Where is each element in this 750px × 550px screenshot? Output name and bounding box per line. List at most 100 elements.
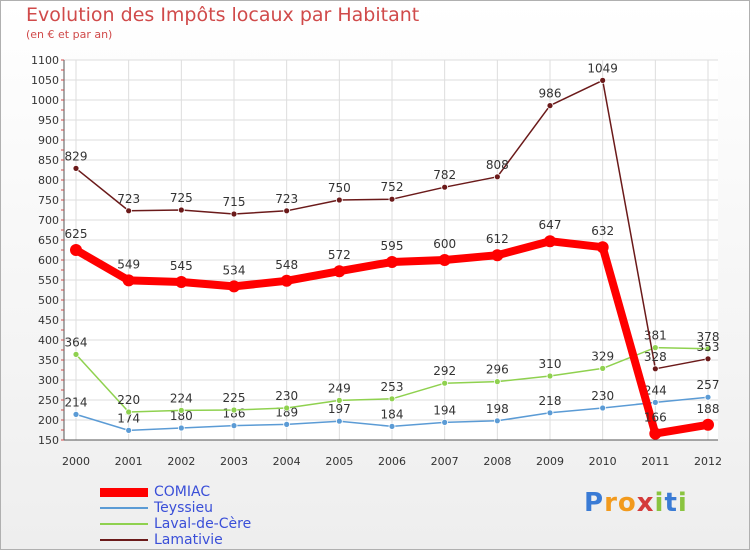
data-label: 808 bbox=[486, 158, 509, 172]
data-point bbox=[649, 427, 662, 440]
data-point bbox=[651, 344, 659, 352]
y-tick-label: 1100 bbox=[31, 54, 59, 67]
data-point bbox=[702, 418, 714, 431]
y-tick-label: 650 bbox=[38, 234, 59, 247]
data-label: 230 bbox=[591, 389, 614, 403]
data-point bbox=[491, 249, 504, 262]
data-point bbox=[599, 404, 607, 412]
data-label: 180 bbox=[170, 409, 193, 423]
y-tick-label: 800 bbox=[38, 174, 59, 187]
data-point bbox=[493, 417, 501, 425]
data-point bbox=[544, 235, 556, 248]
y-tick-label: 1050 bbox=[31, 74, 59, 87]
data-label: 249 bbox=[328, 381, 351, 395]
data-point bbox=[546, 372, 554, 380]
data-point bbox=[599, 364, 607, 372]
y-tick-label: 200 bbox=[38, 414, 59, 427]
data-point bbox=[228, 280, 240, 293]
y-tick-label: 450 bbox=[38, 314, 59, 327]
data-point bbox=[72, 350, 80, 358]
data-label: 725 bbox=[170, 191, 193, 205]
y-tick-label: 350 bbox=[38, 354, 59, 367]
data-label: 197 bbox=[328, 402, 351, 416]
data-label: 750 bbox=[328, 181, 351, 195]
data-point bbox=[230, 406, 238, 414]
logo-letter: t bbox=[664, 488, 678, 518]
data-label: 1049 bbox=[587, 61, 618, 75]
logo-letter: P bbox=[584, 488, 605, 518]
data-point bbox=[230, 422, 238, 430]
data-point bbox=[388, 395, 396, 403]
data-label: 549 bbox=[117, 257, 140, 271]
logo-letter: i bbox=[654, 488, 665, 518]
data-point bbox=[230, 210, 238, 218]
data-point bbox=[651, 365, 659, 373]
y-tick-label: 250 bbox=[38, 394, 59, 407]
chart-subtitle: (en € et par an) bbox=[26, 28, 113, 41]
data-label: 329 bbox=[591, 349, 614, 363]
data-point bbox=[546, 102, 554, 109]
data-label: 723 bbox=[275, 192, 298, 206]
data-label: 364 bbox=[65, 335, 88, 349]
data-label: 381 bbox=[644, 329, 667, 343]
data-point bbox=[704, 345, 712, 353]
x-tick-label: 2000 bbox=[62, 455, 90, 468]
data-point bbox=[175, 276, 188, 288]
x-tick-label: 2007 bbox=[431, 455, 459, 468]
data-label: 545 bbox=[170, 259, 193, 273]
x-tick-label: 2002 bbox=[167, 455, 195, 468]
data-point bbox=[333, 265, 346, 278]
data-label: 174 bbox=[117, 411, 140, 425]
data-label: 782 bbox=[433, 168, 456, 182]
data-label: 253 bbox=[381, 380, 404, 394]
x-tick-label: 2009 bbox=[536, 455, 564, 468]
x-tick-label: 2005 bbox=[325, 455, 353, 468]
data-label: 632 bbox=[591, 224, 614, 238]
data-label: 986 bbox=[539, 87, 562, 101]
data-label: 244 bbox=[644, 383, 667, 397]
legend-label: Teyssieu bbox=[154, 500, 214, 516]
data-label: 230 bbox=[275, 389, 298, 403]
data-label: 220 bbox=[117, 393, 140, 407]
data-label: 647 bbox=[539, 218, 562, 232]
data-point bbox=[283, 420, 291, 428]
x-tick-label: 2012 bbox=[694, 455, 722, 468]
data-point bbox=[125, 408, 133, 416]
legend-label: Lamativie bbox=[154, 532, 223, 548]
data-label: 225 bbox=[223, 391, 246, 405]
data-point bbox=[72, 164, 80, 172]
legend-swatch bbox=[100, 487, 148, 497]
data-point bbox=[599, 77, 607, 84]
data-point bbox=[177, 406, 185, 414]
x-tick-label: 2011 bbox=[641, 455, 669, 468]
logo-letter: r bbox=[604, 488, 618, 518]
data-label: 572 bbox=[328, 248, 351, 262]
data-point bbox=[335, 417, 343, 425]
data-label: 292 bbox=[433, 364, 456, 378]
x-tick-label: 2008 bbox=[483, 455, 511, 468]
data-label: 224 bbox=[170, 391, 193, 405]
y-tick-label: 950 bbox=[38, 114, 59, 127]
logo-letter: x bbox=[636, 488, 655, 518]
data-label: 257 bbox=[697, 378, 720, 392]
y-tick-label: 850 bbox=[38, 154, 59, 167]
data-point bbox=[493, 173, 501, 181]
legend-swatch bbox=[100, 507, 148, 509]
data-label: 595 bbox=[381, 239, 404, 253]
data-label: 188 bbox=[697, 402, 720, 416]
legend-label: COMIAC bbox=[154, 484, 211, 500]
data-label: 715 bbox=[223, 195, 246, 209]
y-tick-label: 150 bbox=[38, 434, 59, 447]
data-label: 184 bbox=[381, 407, 404, 421]
data-point bbox=[651, 398, 659, 406]
x-tick-label: 2006 bbox=[378, 455, 406, 468]
y-tick-label: 900 bbox=[38, 134, 59, 147]
legend-item: Lamativie bbox=[100, 532, 251, 548]
data-point bbox=[438, 254, 451, 266]
data-label: 625 bbox=[65, 227, 88, 241]
y-tick-label: 700 bbox=[38, 214, 59, 227]
y-tick-label: 500 bbox=[38, 294, 59, 307]
data-point bbox=[335, 396, 343, 404]
y-tick-label: 600 bbox=[38, 254, 59, 267]
